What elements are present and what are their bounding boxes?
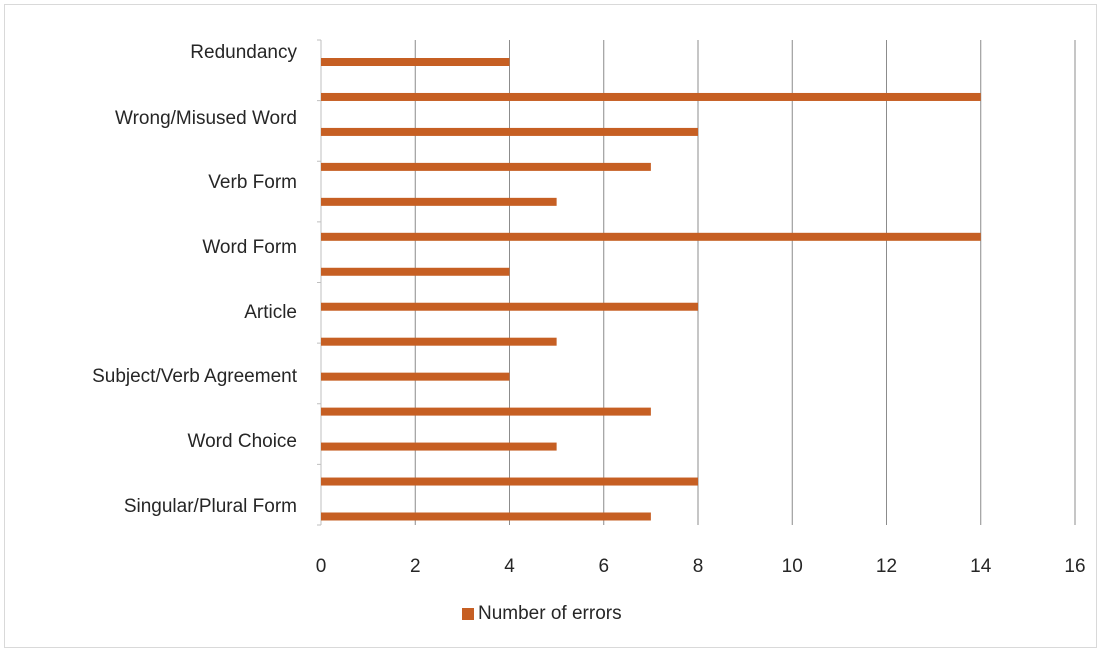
x-tick-label: 14 — [970, 556, 992, 577]
x-tick-label: 10 — [782, 556, 803, 577]
y-category-label: Wrong/Misused Word — [115, 108, 297, 129]
bar — [321, 127, 698, 136]
y-category-label: Subject/Verb Agreement — [92, 366, 298, 387]
legend: Number of errors — [462, 603, 622, 625]
bar — [321, 92, 981, 101]
y-category-label: Verb Form — [208, 172, 297, 193]
bar — [321, 267, 510, 276]
bars — [321, 58, 981, 521]
gridlines — [317, 39, 1076, 526]
bar — [321, 477, 698, 486]
y-category-label: Article — [244, 302, 297, 323]
x-tick-label: 16 — [1064, 556, 1085, 577]
legend-label: Number of errors — [478, 603, 622, 624]
y-axis-category-labels: Singular/Plural Form Word Choice Subject/V… — [92, 42, 298, 517]
bar — [321, 197, 557, 206]
y-category-label: Singular/Plural Form — [124, 496, 297, 517]
x-tick-label: 4 — [504, 556, 515, 577]
bar — [321, 162, 651, 171]
bar — [321, 337, 557, 346]
y-category-label: Word Choice — [188, 431, 297, 452]
bar — [321, 407, 651, 416]
x-tick-label: 0 — [316, 556, 327, 577]
x-tick-label: 2 — [410, 556, 421, 577]
legend-swatch — [462, 608, 474, 620]
x-tick-label: 6 — [598, 556, 609, 577]
bar — [321, 232, 981, 241]
chart-frame — [4, 4, 1097, 648]
x-tick-label: 12 — [876, 556, 897, 577]
bar — [321, 372, 510, 381]
y-category-label: Word Form — [202, 237, 297, 258]
bar — [321, 442, 557, 451]
y-category-label: Redundancy — [190, 42, 297, 63]
bar — [321, 58, 510, 66]
bar — [321, 302, 698, 311]
bar — [321, 512, 651, 521]
x-axis-tick-labels: 0 2 4 6 8 10 12 14 16 — [316, 556, 1086, 577]
x-tick-label: 8 — [693, 556, 704, 577]
